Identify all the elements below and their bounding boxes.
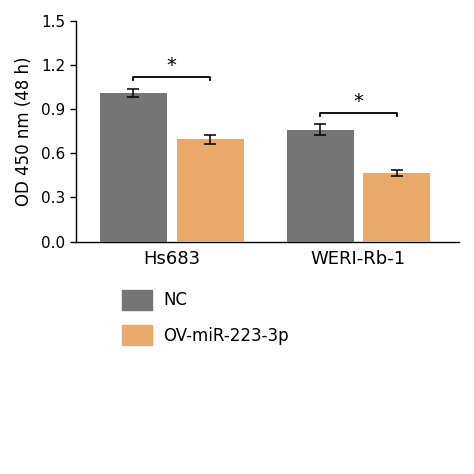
Bar — [287, 130, 354, 242]
Text: *: * — [167, 56, 177, 75]
Y-axis label: OD 450 nm (48 h): OD 450 nm (48 h) — [15, 56, 33, 206]
Bar — [363, 173, 430, 242]
Bar — [100, 93, 167, 242]
Text: *: * — [354, 92, 364, 111]
Bar — [176, 139, 244, 242]
Legend: NC, OV-miR-223-3p: NC, OV-miR-223-3p — [115, 283, 296, 352]
